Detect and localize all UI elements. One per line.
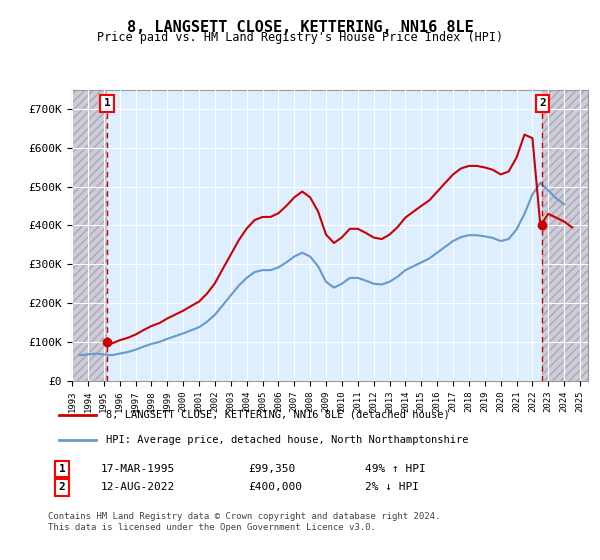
Text: 8, LANGSETT CLOSE, KETTERING, NN16 8LE: 8, LANGSETT CLOSE, KETTERING, NN16 8LE: [127, 20, 473, 35]
Text: 2% ↓ HPI: 2% ↓ HPI: [365, 482, 419, 492]
Text: Contains HM Land Registry data © Crown copyright and database right 2024.
This d: Contains HM Land Registry data © Crown c…: [48, 512, 440, 532]
Text: 1: 1: [59, 464, 65, 474]
Bar: [542, 90, 588, 381]
Text: 2: 2: [539, 99, 545, 108]
Text: 2: 2: [59, 482, 65, 492]
Text: 8, LANGSETT CLOSE, KETTERING, NN16 8LE (detached house): 8, LANGSETT CLOSE, KETTERING, NN16 8LE (…: [106, 409, 450, 419]
Text: 17-MAR-1995: 17-MAR-1995: [101, 464, 175, 474]
Bar: [72, 90, 107, 381]
Text: 1: 1: [104, 99, 110, 108]
Text: 49% ↑ HPI: 49% ↑ HPI: [365, 464, 425, 474]
Text: £99,350: £99,350: [248, 464, 296, 474]
Text: Price paid vs. HM Land Registry's House Price Index (HPI): Price paid vs. HM Land Registry's House …: [97, 31, 503, 44]
Text: £400,000: £400,000: [248, 482, 302, 492]
Text: 12-AUG-2022: 12-AUG-2022: [101, 482, 175, 492]
Text: HPI: Average price, detached house, North Northamptonshire: HPI: Average price, detached house, Nort…: [106, 435, 469, 445]
